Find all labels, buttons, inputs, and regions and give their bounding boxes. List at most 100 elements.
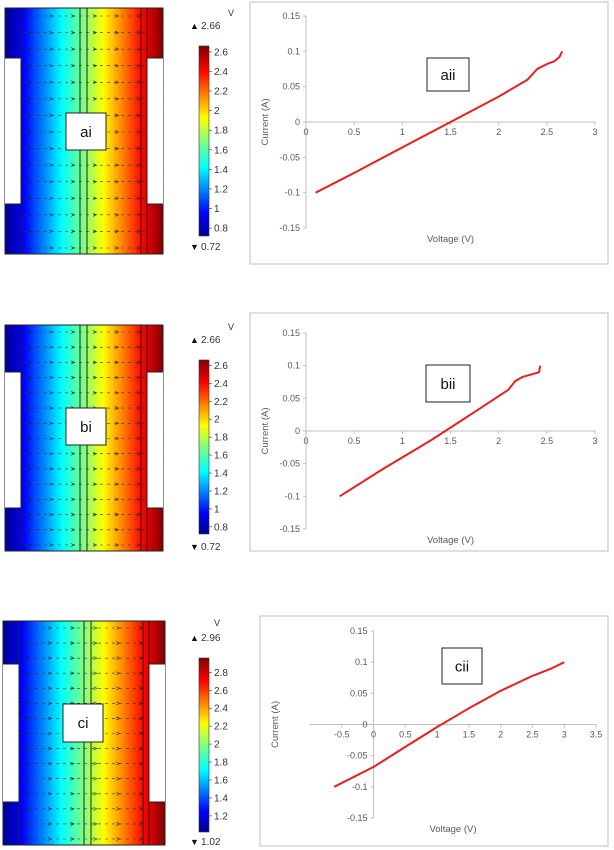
streamline-arrow [116,822,121,826]
streamline-arrow [24,792,30,796]
streamline-arrow [136,14,142,18]
x-tick-label: 2.5 [526,730,539,740]
streamline-arrow [114,246,120,250]
label-box-ci [62,703,104,743]
x-tick-label: 1.5 [444,436,457,446]
x-tick-label: 1 [400,127,405,137]
streamline-arrow [48,196,54,201]
streamline-arrow [47,837,53,841]
streamline-arrow [48,391,54,395]
streamline-arrow [26,467,32,471]
streamline-arrow [138,701,144,706]
streamline-arrow [138,822,144,826]
y-tick-label: -0.1 [284,188,300,198]
colorbar-b: V ▲ 2.66 2.6 2.4 2.2 2 1.8 1.6 1.4 1.2 1 0.8 ▼ 0.… [190,322,234,553]
y-tick-label: 0.1 [287,46,300,56]
streamline-arrow [93,761,98,766]
y-tick-label: 0.15 [350,626,368,636]
row-c: ci V ▲ 2.96 2.8 2.6 2.4 2.2 2 1.8 1.6 1.4 1.2 ▼ … [2,615,609,848]
streamline-arrow [114,451,120,456]
streamline-arrow [26,421,32,426]
streamline-arrow [93,807,98,811]
streamline-arrow [136,436,142,441]
y-tick-label: -0.1 [284,491,300,501]
streamline-arrow [70,543,76,547]
streamline-arrow [24,626,30,630]
streamline-arrow [26,146,32,151]
colorbar-min: 1.02 [201,837,221,848]
notch-right [147,372,163,508]
max-marker: ▲ [190,633,199,643]
streamline-arrow [92,196,98,201]
streamline-arrow [116,671,121,675]
streamline-arrow [26,543,32,547]
streamline-arrow [70,30,76,35]
y-tick-label: -0.05 [347,751,368,761]
streamline-arrow [92,512,98,517]
notch-left-top [5,58,21,204]
streamline-arrow [92,14,98,18]
streamline-arrow [92,391,98,395]
streamline-arrow [70,807,75,811]
streamline-arrow [116,701,121,706]
streamline-arrow [114,213,120,217]
streamline-arrow [92,482,98,486]
streamline-arrow [24,776,30,781]
streamline-arrow [70,482,76,486]
colorbar-max: 2.66 [201,21,221,32]
streamline-arrow [26,375,32,380]
streamline-arrow [70,686,75,691]
streamline-arrow [26,130,32,134]
colorbar-unit: V [228,322,234,332]
streamline-arrow [48,213,54,217]
streamline-arrow [26,528,32,532]
streamline-arrow [48,229,54,234]
y-axis-title: Current (A) [260,99,271,146]
streamline-arrow [24,701,30,706]
streamline-arrow [136,375,142,380]
streamline-arrow [48,406,54,410]
streamline-arrow [136,196,142,201]
streamline-arrow [70,512,76,517]
panel-label: aii [440,67,455,84]
streamline-arrow [70,822,75,826]
panel-label-box [426,57,470,92]
streamline-arrow [136,163,142,167]
streamline-arrow [136,345,142,349]
min-marker: ▼ [190,542,199,552]
min-marker: ▼ [190,242,199,252]
streamline-arrow [26,436,32,441]
streamline-arrow [24,641,30,645]
streamline-arrow [26,113,32,118]
streamline-arrow [93,792,98,796]
x-axis-title: Voltage (V) [427,535,474,546]
streamline-arrow [48,330,54,334]
row-b: bi V ▲ 2.66 2.6 2.4 2.2 2 1.8 1.6 1.4 1.2 1 0.8 ▼… [4,312,609,553]
streamline-arrow [114,512,120,517]
streamline-arrow [26,179,32,184]
streamline-arrow [48,482,54,486]
streamline-arrow [92,360,98,365]
streamline-arrow [26,229,32,234]
streamline-arrow [47,731,53,736]
streamline-arrow [114,528,120,532]
streamline-arrow [48,512,54,517]
streamline-arrow [26,330,32,334]
streamline-arrow [136,528,142,532]
streamline-arrow [114,360,120,365]
x-tick-label: 0.5 [399,730,412,740]
x-axis-title: Voltage (V) [427,234,474,245]
notch-left [3,664,19,802]
streamline-arrow [136,421,142,426]
colorbar-tick-label: 2 [214,106,220,117]
streamline-arrow [136,113,142,118]
streamline-arrow [26,406,32,410]
streamline-arrow [48,113,54,118]
streamline-arrow [26,97,32,101]
streamline-arrow [93,656,98,660]
label-box-bi [65,407,107,446]
colorbar-tick-label: 1.6 [214,775,228,786]
streamline-arrow [114,421,120,426]
streamline-arrow [136,497,142,502]
streamline-arrow [116,761,121,766]
